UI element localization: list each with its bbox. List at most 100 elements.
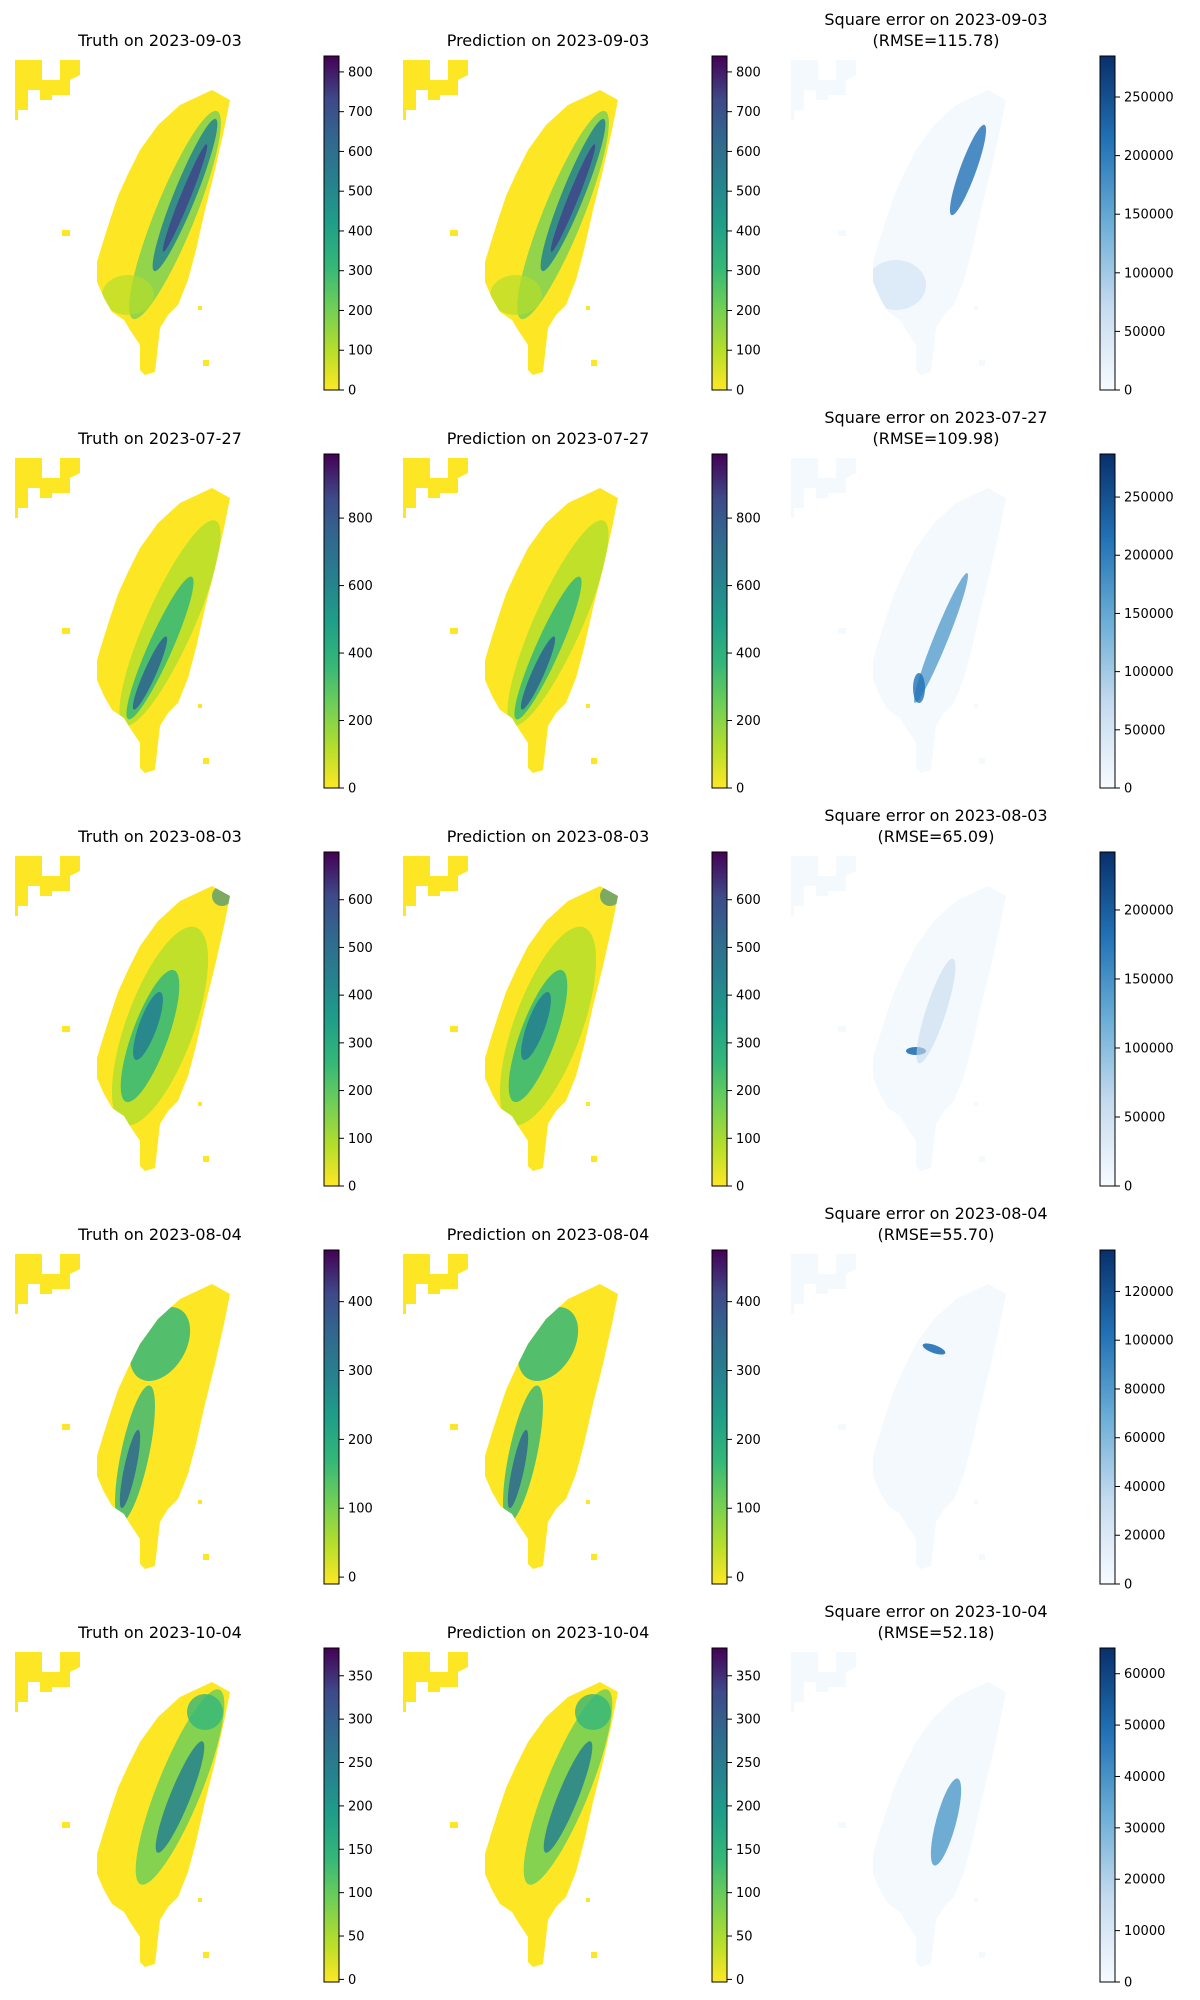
colorbar-tick-label: 200 bbox=[348, 1799, 373, 1814]
colorbar-tick-label: 0 bbox=[1124, 384, 1132, 399]
colorbar-tick-label: 80000 bbox=[1124, 1382, 1165, 1397]
figure-row: Truth on 2023-08-030100200300400500600Pr… bbox=[15, 806, 1174, 1195]
colorbar-tick-label: 100000 bbox=[1124, 1334, 1174, 1349]
colorbar-tick-label: 250000 bbox=[1124, 91, 1174, 106]
colorbar-tick-label: 300 bbox=[736, 264, 761, 279]
map-island bbox=[866, 90, 1006, 375]
colorbar-tick-label: 0 bbox=[736, 1571, 744, 1586]
error-subtitle: (RMSE=52.18) bbox=[878, 1623, 995, 1642]
colorbar-tick-label: 150 bbox=[736, 1843, 761, 1858]
colorbar-tick-label: 0 bbox=[736, 1973, 744, 1988]
colorbar-tick-label: 100000 bbox=[1124, 665, 1174, 680]
colorbar-tick-label: 40000 bbox=[1124, 1770, 1165, 1785]
colorbar-tick-label: 0 bbox=[736, 1180, 744, 1195]
colorbar-tick-label: 100000 bbox=[1124, 266, 1174, 281]
prediction-heatmap bbox=[403, 1254, 618, 1569]
colorbar-tick-label: 50000 bbox=[1124, 723, 1165, 738]
truth-panel: Truth on 2023-09-03 0 100 200 300 400 500 600 70… bbox=[15, 31, 373, 399]
error-heatmap bbox=[791, 458, 1006, 773]
prediction-colorbar bbox=[711, 453, 728, 789]
colorbar-tick-label: 20000 bbox=[1124, 1529, 1165, 1544]
colorbar-tick-label: 0 bbox=[348, 782, 356, 797]
prediction-panel: Prediction on 2023-07-27 0 200 400 600 800 bbox=[403, 429, 761, 797]
colorbar-tick-label: 10000 bbox=[1124, 1924, 1165, 1939]
colorbar-tick-label: 100 bbox=[348, 1502, 373, 1517]
error-subtitle: (RMSE=55.70) bbox=[878, 1225, 995, 1244]
colorbar-tick-label: 200 bbox=[736, 1433, 761, 1448]
colorbar-tick-label: 800 bbox=[348, 65, 373, 80]
colorbar-tick-label: 40000 bbox=[1124, 1480, 1165, 1495]
colorbar-tick-label: 150 bbox=[348, 1843, 373, 1858]
colorbar-tick-label: 200000 bbox=[1124, 149, 1174, 164]
colorbar-tick-label: 700 bbox=[348, 105, 373, 120]
error-heatmap bbox=[791, 1652, 1006, 1967]
colorbar-tick-label: 400 bbox=[736, 647, 761, 662]
error-title: Square error on 2023-08-03 bbox=[824, 806, 1047, 825]
prediction-panel: Prediction on 2023-08-04 0 100 200 300 400 bbox=[403, 1225, 761, 1586]
map-island bbox=[97, 1681, 240, 1967]
prediction-colorbar bbox=[711, 851, 728, 1187]
map-island bbox=[485, 90, 623, 375]
colorbar-tick-label: 400 bbox=[736, 224, 761, 239]
colorbar-tick-label: 200 bbox=[736, 304, 761, 319]
truth-heatmap bbox=[15, 856, 232, 1171]
prediction-colorbar bbox=[711, 1647, 728, 1983]
colorbar-tick-label: 800 bbox=[348, 512, 373, 527]
colorbar-tick-label: 200 bbox=[736, 714, 761, 729]
colorbar-tick-label: 200000 bbox=[1124, 549, 1174, 564]
colorbar-tick-label: 600 bbox=[736, 145, 761, 160]
colorbar-tick-label: 300 bbox=[348, 1713, 373, 1728]
colorbar-tick-label: 100 bbox=[736, 344, 761, 359]
colorbar-tick-label: 400 bbox=[348, 1295, 373, 1310]
colorbar-tick-label: 250 bbox=[736, 1756, 761, 1771]
colorbar-tick-label: 0 bbox=[348, 384, 356, 399]
colorbar-tick-label: 100 bbox=[736, 1132, 761, 1147]
error-title: Square error on 2023-08-04 bbox=[824, 1204, 1047, 1223]
prediction-panel: Prediction on 2023-09-03 0 100 200 300 400 500… bbox=[403, 31, 761, 399]
truth-panel: Truth on 2023-07-27 0 200 400 600 800 bbox=[15, 429, 373, 797]
colorbar-tick-label: 100 bbox=[736, 1502, 761, 1517]
map-island bbox=[485, 1681, 628, 1967]
colorbar-tick-label: 100 bbox=[348, 344, 373, 359]
colorbar-tick-label: 0 bbox=[1124, 1976, 1132, 1991]
error-panel: Square error on 2023-09-03 (RMSE=115.78) 0… bbox=[791, 10, 1174, 399]
colorbar-tick-label: 400 bbox=[736, 1295, 761, 1310]
colorbar-tick-label: 20000 bbox=[1124, 1873, 1165, 1888]
colorbar-tick-label: 100 bbox=[348, 1132, 373, 1147]
prediction-title: Prediction on 2023-10-04 bbox=[447, 1623, 650, 1642]
prediction-heatmap bbox=[403, 458, 625, 773]
colorbar-tick-label: 200 bbox=[348, 1084, 373, 1099]
error-subtitle: (RMSE=65.09) bbox=[878, 827, 995, 846]
error-heatmap bbox=[791, 60, 1006, 375]
colorbar-tick-label: 100 bbox=[348, 1886, 373, 1901]
prediction-colorbar bbox=[711, 1249, 728, 1585]
map-island bbox=[873, 886, 1006, 1171]
colorbar-tick-label: 150000 bbox=[1124, 208, 1174, 223]
colorbar-tick-label: 500 bbox=[348, 185, 373, 200]
colorbar-tick-label: 400 bbox=[348, 224, 373, 239]
colorbar-tick-label: 200 bbox=[348, 304, 373, 319]
colorbar-tick-label: 300 bbox=[348, 1036, 373, 1051]
colorbar-tick-label: 800 bbox=[736, 512, 761, 527]
colorbar-tick-label: 400 bbox=[348, 647, 373, 662]
error-panel: Square error on 2023-08-04 (RMSE=55.70) 0 2… bbox=[791, 1204, 1174, 1593]
truth-panel: Truth on 2023-08-03 0 100 200 300 400 500 600 bbox=[15, 827, 373, 1195]
error-title: Square error on 2023-09-03 bbox=[824, 10, 1047, 29]
colorbar-tick-label: 300 bbox=[736, 1036, 761, 1051]
truth-heatmap bbox=[15, 458, 237, 773]
colorbar-tick-label: 50000 bbox=[1124, 1110, 1165, 1125]
colorbar-tick-label: 600 bbox=[736, 893, 761, 908]
colorbar-tick-label: 50 bbox=[348, 1930, 365, 1945]
colorbar-tick-label: 0 bbox=[1124, 1180, 1132, 1195]
error-panel: Square error on 2023-07-27 (RMSE=109.98) 0… bbox=[791, 408, 1174, 797]
truth-title: Truth on 2023-08-03 bbox=[77, 827, 242, 846]
prediction-heatmap bbox=[403, 856, 620, 1171]
colorbar-tick-label: 300 bbox=[736, 1364, 761, 1379]
prediction-panel: Prediction on 2023-08-03 0 100 200 300 400 500… bbox=[403, 827, 761, 1195]
truth-colorbar bbox=[323, 851, 340, 1187]
truth-colorbar bbox=[323, 55, 340, 391]
truth-panel: Truth on 2023-10-04 0 50 100 150 200 250 300 350 bbox=[15, 1623, 373, 1988]
prediction-title: Prediction on 2023-08-04 bbox=[447, 1225, 650, 1244]
error-colorbar bbox=[1099, 1647, 1116, 1983]
prediction-colorbar bbox=[711, 55, 728, 391]
